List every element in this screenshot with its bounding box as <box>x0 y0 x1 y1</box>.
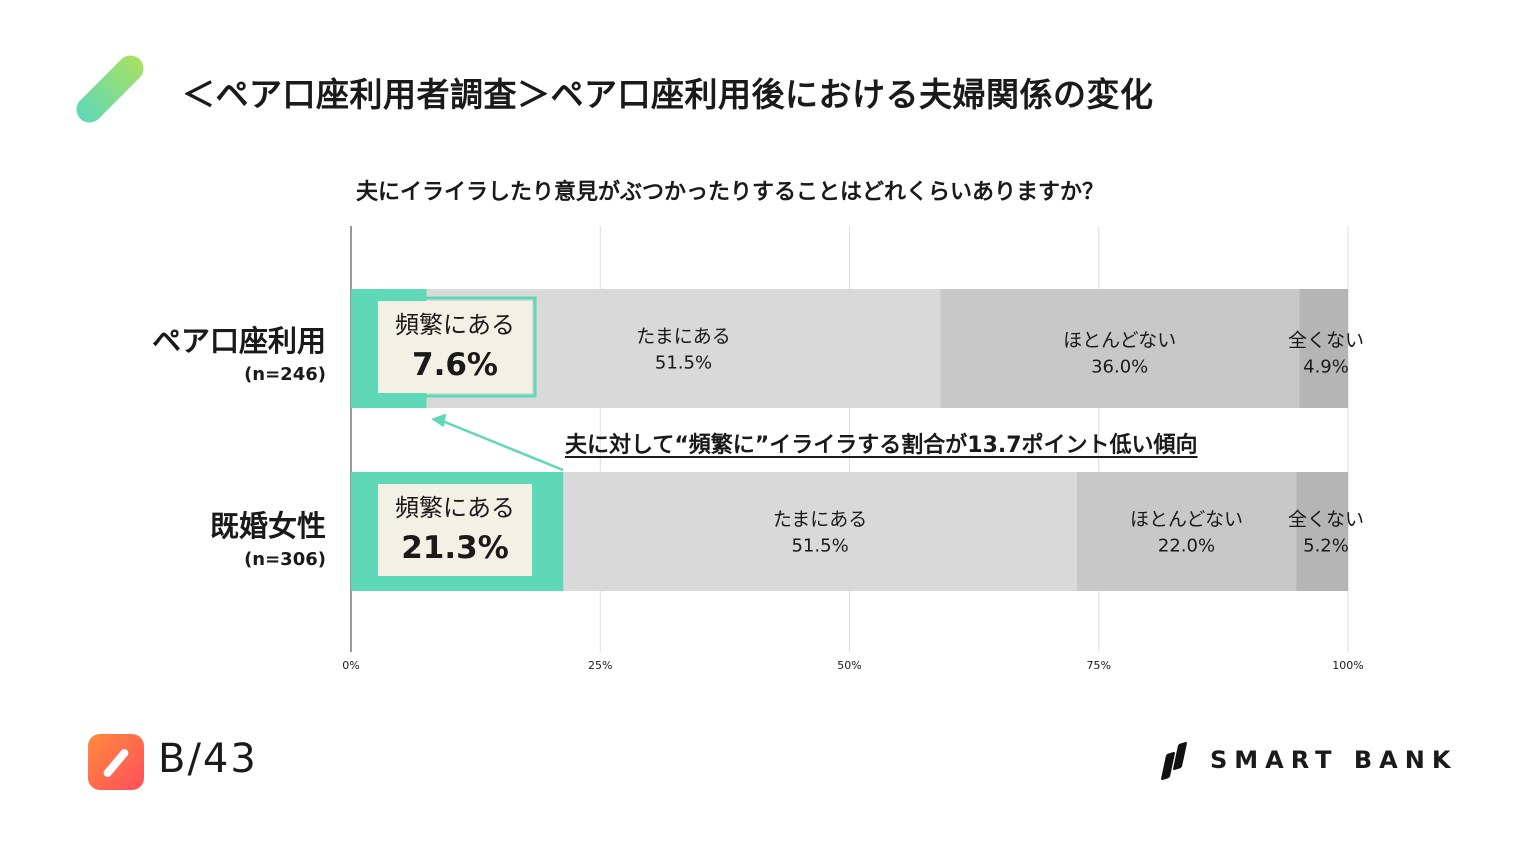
row-label-n: (n=246) <box>244 364 326 385</box>
bar-segment <box>1076 472 1297 591</box>
chart-question: 夫にイライラしたり意見がぶつかったりすることはどれくらいありますか？ <box>355 180 1104 205</box>
segment-category-label: 全くない <box>1288 509 1364 531</box>
page-title: ＜ペア口座利用者調査＞ペア口座利用後における夫婦関係の変化 <box>182 75 1154 114</box>
segment-value-label: 5.2% <box>1303 536 1349 557</box>
comparison-arrow <box>439 418 564 472</box>
highlight-category-label: 頻繁にある <box>395 311 515 339</box>
comparison-annotation: 夫に対して“頻繁に”イライラする割合が13.7ポイント低い傾向 <box>565 433 1198 458</box>
row-label-name: ペア口座利用 <box>151 324 326 358</box>
highlight-box-border <box>373 296 537 398</box>
highlight-box <box>378 484 532 576</box>
segment-category-label: たまにある <box>636 326 730 348</box>
b43-logo-icon <box>88 734 144 790</box>
comparison-arrow-head <box>431 413 447 428</box>
row-label-married-women: 既婚女性 (n=306) <box>210 503 326 570</box>
highlight-value-label: 21.3% <box>401 530 509 566</box>
x-tick-label: 75% <box>1087 659 1111 672</box>
stacked-bar-chart: 0% 25% 50% 75% 100% たまにある 51.5% ほとんどない 36.0% 全くない… <box>342 226 1364 672</box>
segment-category-label: ほとんどない <box>1130 509 1243 531</box>
highlight-box <box>378 301 532 393</box>
segment-value-label: 4.9% <box>1303 357 1349 378</box>
page-number: B/43 <box>158 736 258 782</box>
x-tick-label: 50% <box>837 659 861 672</box>
x-tick-label: 100% <box>1332 659 1363 672</box>
smartbank-mark-icon <box>1160 740 1196 781</box>
bar-segment <box>1296 472 1348 591</box>
highlight-value-label: 7.6% <box>412 347 498 383</box>
smartbank-logo: SMART BANK <box>1160 740 1458 781</box>
x-tick-label: 0% <box>342 659 359 672</box>
bar-segment <box>1299 289 1348 408</box>
segment-category-label: 全くない <box>1288 330 1364 352</box>
row-label-name: 既婚女性 <box>209 509 326 543</box>
brand-name: SMART BANK <box>1210 746 1458 774</box>
bar-segment <box>940 289 1300 408</box>
segment-value-label: 51.5% <box>655 353 712 374</box>
segment-category-label: ほとんどない <box>1063 330 1176 352</box>
x-tick-label: 25% <box>588 659 612 672</box>
bar-segment <box>563 472 1077 591</box>
segment-category-label: たまにある <box>773 509 867 531</box>
row-label-pair-account: ペア口座利用 (n=246) <box>152 318 326 385</box>
highlight-category-label: 頻繁にある <box>395 494 515 522</box>
segment-value-label: 36.0% <box>1091 357 1148 378</box>
segment-value-label: 51.5% <box>791 536 848 557</box>
row-label-n: (n=306) <box>244 549 326 570</box>
segment-value-label: 22.0% <box>1158 536 1215 557</box>
